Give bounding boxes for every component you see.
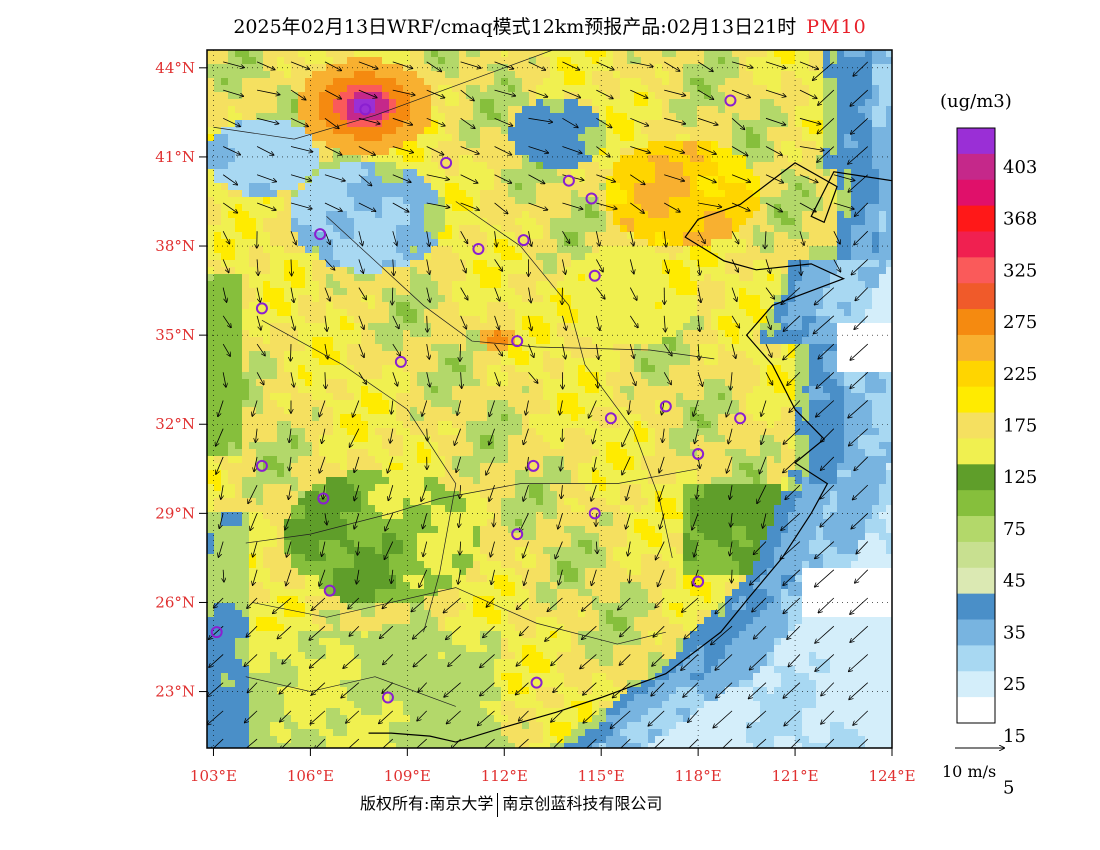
title-main: 2025年02月13日WRF/cmaq模式12km预报产品:02月13日21时 [233,16,797,38]
city-marker [734,412,747,425]
colorbar-swatch [957,179,995,207]
colorbar-swatch [957,490,995,517]
pm10-concentration-field [207,50,892,748]
city-marker [255,302,268,315]
colorbar-label: 35 [1003,622,1026,643]
city-marker [692,447,705,460]
city-marker [527,459,540,472]
colorbar-label: 25 [1003,674,1026,695]
colorbar-swatch [957,412,995,439]
colorbar-swatch [957,360,995,388]
city-marker [517,234,530,247]
city-marker [604,412,617,425]
lat-tick-label: 26°N [155,593,195,611]
lat-tick-label: 35°N [155,326,195,344]
footer-divider [497,792,499,817]
lat-tick-label: 41°N [155,148,195,166]
colorbar-swatch [957,593,995,620]
map-title: 2025年02月13日WRF/cmaq模式12km预报产品:02月13日21时 P… [0,12,1100,39]
city-marker [724,94,737,107]
legend-unit: (ug/m3) [940,91,1012,112]
lon-tick-label: 103°E [190,767,237,785]
city-marker [562,174,575,187]
city-marker [585,192,598,205]
city-markers [210,94,747,704]
wind-vectors [207,61,869,748]
colorbar-label: 125 [1003,467,1037,488]
city-marker [659,400,672,413]
colorbar-swatch [957,516,995,543]
colorbar-swatch [957,697,995,724]
city-marker [588,507,601,520]
colorbar-label: 225 [1003,364,1037,385]
colorbar-label: 15 [1003,726,1026,747]
colorbar-swatch [957,257,995,284]
colorbar-swatch [957,671,995,698]
city-marker [394,355,407,368]
city-marker [317,492,330,505]
colorbar-swatch [957,438,995,465]
title-pollutant: PM10 [806,16,867,38]
city-marker [314,228,327,241]
lon-tick-label: 109°E [384,767,431,785]
lat-tick-label: 29°N [155,504,195,522]
map-frame [206,49,893,749]
lon-tick-label: 112°E [481,767,528,785]
lat-tick-label: 23°N [155,683,195,701]
company-text: 南京创蓝科技有限公司 [502,794,663,813]
colorbar-label: 325 [1003,260,1037,281]
colorbar-label: 5 [1003,778,1014,799]
city-marker [359,103,372,116]
colorbar-swatch [957,619,995,646]
city-marker [588,269,601,282]
lat-tick-label: 38°N [155,237,195,255]
city-marker [440,156,453,169]
copyright-text: 版权所有:南京大学 [360,794,494,813]
colorbar-label: 175 [1003,416,1037,437]
colorbar-swatch [957,153,995,181]
city-marker [692,575,705,588]
colorbar-label: 403 [1003,157,1037,178]
city-marker [530,676,543,689]
colorbar-label: 275 [1003,312,1037,333]
colorbar-swatch [957,231,995,258]
lon-tick-label: 106°E [287,767,334,785]
colorbar-swatch [957,283,995,310]
city-marker [210,626,223,639]
city-marker [511,335,524,348]
city-marker [255,459,268,472]
colorbar-swatch [957,386,995,413]
colorbar-label: 45 [1003,571,1026,592]
city-marker [381,691,394,704]
colorbar-legend: 403 368 325 275 225 175 125 75 45 35 25 15 5 [956,127,1037,799]
colorbar-swatch [957,464,995,491]
colorbar-label: 75 [1003,519,1026,540]
city-marker [511,528,524,541]
colorbar-swatch [957,128,995,155]
city-marker [323,584,336,597]
colorbar-swatch [957,205,995,232]
footer-copyright: 版权所有:南京大学 南京创蓝科技有限公司 [360,790,662,817]
lon-tick-label: 115°E [578,767,625,785]
axis-labels: 44°N 41°N 38°N 35°N 32°N 29°N 26°N 23°N 103°E 106… [155,59,915,785]
wind-reference-label: 10 m/s [942,762,997,781]
colorbar-label: 368 [1003,209,1037,230]
lon-tick-label: 121°E [772,767,819,785]
lon-tick-label: 124°E [868,767,915,785]
lat-lon-grid [207,50,892,748]
colorbar-swatch [957,334,995,362]
lat-tick-label: 32°N [155,415,195,433]
colorbar-swatch [957,567,995,595]
city-marker [472,243,485,256]
lon-tick-label: 118°E [675,767,722,785]
lat-tick-label: 44°N [155,59,195,77]
colorbar-swatch [957,309,995,336]
colorbar-swatch [957,645,995,672]
colorbar-swatch [957,541,995,569]
